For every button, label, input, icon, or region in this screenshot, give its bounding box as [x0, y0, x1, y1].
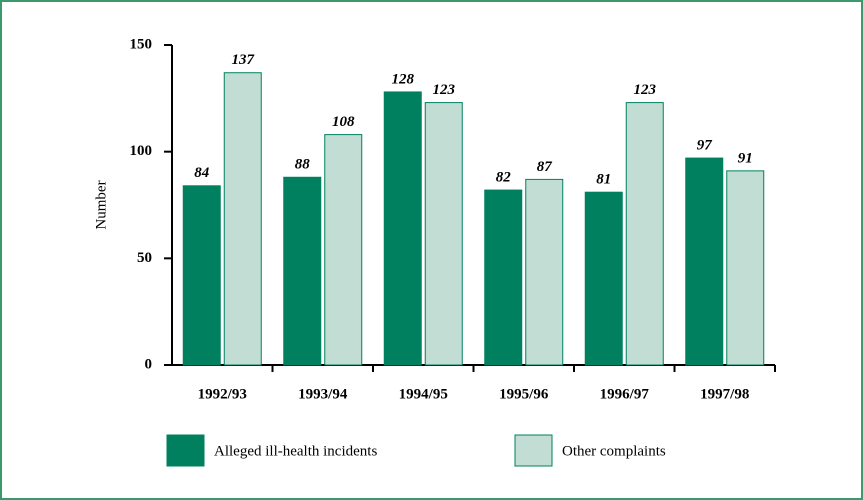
x-tick-label: 1995/96: [499, 386, 549, 402]
bar: [182, 185, 221, 366]
x-tick-label: 1996/97: [600, 386, 650, 402]
bar: [324, 134, 363, 366]
data-label: 81: [596, 172, 611, 188]
y-tick-label: 100: [130, 143, 153, 159]
bar: [685, 157, 724, 366]
data-label: 128: [392, 71, 415, 87]
x-tick-label: 1993/94: [298, 386, 348, 402]
y-tick-label: 0: [145, 356, 153, 372]
x-tick-label: 1997/98: [700, 386, 749, 402]
bar: [383, 91, 422, 366]
y-axis-label: Number: [93, 180, 109, 229]
x-tick-label: 1992/93: [198, 386, 247, 402]
data-label: 91: [738, 150, 753, 166]
bar: [525, 178, 564, 366]
data-label: 137: [232, 52, 255, 68]
legend-swatch: [514, 434, 553, 467]
bar: [625, 102, 664, 366]
data-label: 108: [332, 114, 355, 130]
data-label: 88: [295, 157, 311, 173]
bar: [283, 176, 322, 366]
bar: [584, 191, 623, 366]
bar: [223, 72, 262, 366]
legend-label: Other complaints: [562, 443, 666, 459]
data-label: 87: [537, 159, 553, 175]
bar: [726, 170, 765, 366]
legend-swatch: [166, 434, 205, 467]
data-label: 84: [194, 165, 210, 181]
data-label: 123: [634, 82, 657, 98]
y-tick-label: 150: [130, 36, 153, 52]
bar: [484, 189, 523, 366]
y-tick-label: 50: [137, 250, 152, 266]
data-label: 123: [433, 82, 456, 98]
data-label: 97: [697, 138, 713, 154]
data-label: 82: [496, 170, 512, 186]
x-tick-label: 1994/95: [399, 386, 448, 402]
bar: [424, 102, 463, 366]
legend-label: Alleged ill-health incidents: [214, 443, 377, 459]
